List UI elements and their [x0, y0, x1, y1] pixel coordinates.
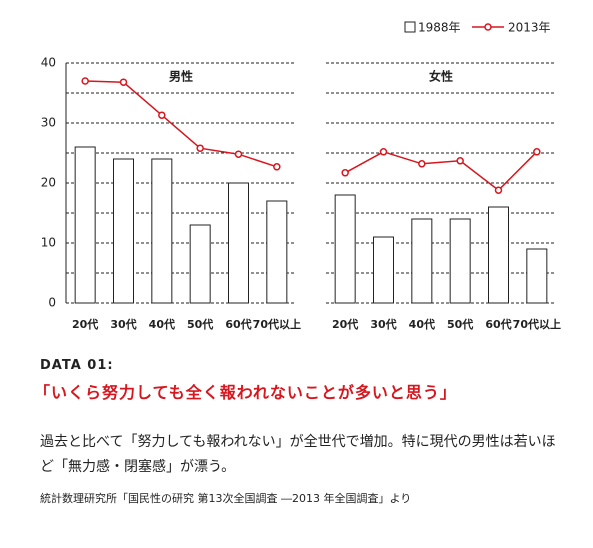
legend-swatch [404, 21, 416, 33]
panel-title: 男性 [169, 69, 193, 84]
point [533, 148, 541, 156]
source: 統計数理研究所「国民性の研究 第13次全国調査 ―2013 年全国調査」より [40, 492, 412, 505]
panel-title: 女性 [429, 69, 453, 84]
x-tick-label: 40代 [149, 317, 175, 331]
bar [189, 224, 211, 304]
y-tick-label: 0 [48, 296, 56, 310]
x-tick-label: 50代 [447, 317, 473, 331]
point [341, 169, 349, 177]
point [158, 111, 166, 119]
x-tick-label: 70代以上 [513, 317, 561, 331]
point [379, 148, 388, 156]
x-tick-label: 30代 [370, 317, 396, 331]
bar [411, 218, 433, 304]
legend-swatch [484, 23, 492, 31]
x-tick-label: 20代 [332, 317, 358, 331]
legend-label: 1988年 [418, 21, 461, 35]
bar [151, 158, 173, 304]
point [456, 157, 464, 165]
x-tick-label: 60代 [485, 317, 511, 331]
point [81, 77, 89, 85]
headline: 「いくら努力しても全く報われないことが多いと思う」 [34, 383, 457, 402]
y-tick-label: 40 [41, 56, 56, 70]
point [234, 150, 243, 158]
x-tick-label: 50代 [187, 317, 213, 331]
point [418, 160, 426, 168]
point [494, 186, 503, 194]
point [119, 78, 128, 86]
bar [449, 218, 471, 304]
body-text: 過去と比べて「努力しても報われない」が全世代で増加。特に現代の男性は若いほど「無… [40, 434, 556, 475]
point [273, 163, 281, 171]
line [344, 150, 538, 192]
x-tick-label: 20代 [72, 317, 98, 331]
x-tick-label: 60代 [225, 317, 251, 331]
legend-label: 2013年 [508, 21, 551, 35]
bar [488, 206, 509, 304]
x-tick-label: 30代 [110, 317, 136, 331]
line [85, 80, 278, 168]
bar [74, 146, 96, 304]
x-tick-label: 40代 [409, 317, 435, 331]
bar [373, 236, 394, 304]
data-label: DATA 01: [40, 358, 114, 373]
bar [113, 158, 134, 304]
y-tick-label: 30 [41, 116, 56, 130]
bar [334, 194, 356, 304]
y-tick-label: 10 [41, 236, 56, 250]
bar [228, 182, 249, 304]
point [196, 144, 204, 152]
bar [266, 200, 288, 304]
x-tick-label: 70代以上 [253, 317, 301, 331]
bar [526, 248, 548, 304]
y-tick-label: 20 [41, 176, 56, 190]
